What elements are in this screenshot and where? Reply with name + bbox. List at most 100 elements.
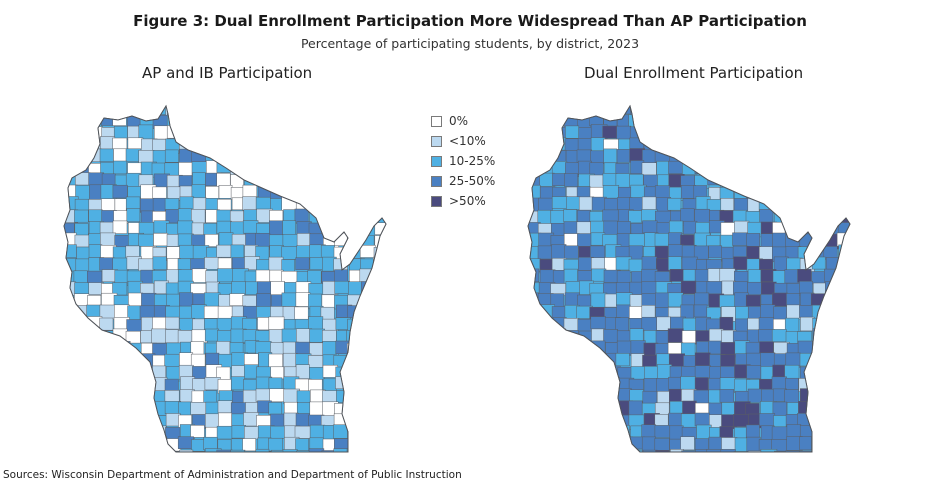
district [374, 174, 386, 189]
district [295, 292, 311, 307]
district [309, 342, 324, 356]
district [296, 113, 311, 127]
district [204, 448, 222, 452]
district [563, 233, 580, 248]
district [824, 199, 841, 213]
district [838, 378, 850, 393]
district [125, 426, 141, 440]
district [655, 450, 670, 452]
district [346, 125, 361, 139]
district [577, 402, 592, 418]
district [244, 151, 259, 165]
district [811, 137, 826, 153]
district [577, 436, 593, 452]
district [760, 174, 775, 190]
district [309, 424, 326, 439]
district [347, 353, 364, 368]
district [837, 305, 850, 319]
district [836, 414, 850, 430]
district [654, 233, 669, 247]
district [88, 244, 103, 258]
district [269, 220, 283, 236]
district [385, 197, 386, 211]
district [694, 438, 709, 452]
district [242, 125, 258, 140]
district [255, 196, 271, 211]
district [74, 106, 91, 115]
district [732, 232, 748, 246]
district [387, 389, 388, 401]
district [243, 450, 258, 452]
legend-label-2: 10-25% [449, 154, 496, 168]
district [564, 245, 579, 259]
district [126, 388, 142, 402]
district [387, 367, 388, 382]
district [101, 365, 118, 382]
district [682, 400, 697, 416]
district [722, 161, 738, 178]
district [154, 450, 169, 452]
district [708, 245, 723, 259]
district [360, 451, 375, 452]
district [823, 295, 840, 311]
de-map-title: Dual Enrollment Participation [584, 64, 804, 82]
district [360, 221, 377, 237]
district [589, 162, 604, 176]
district [642, 449, 658, 452]
district [708, 106, 724, 116]
district [797, 269, 812, 283]
legend-label-3: 25-50% [449, 174, 496, 188]
district [695, 113, 710, 129]
district [232, 149, 246, 164]
district [528, 106, 543, 118]
district [335, 174, 350, 188]
district [799, 149, 815, 165]
district [576, 149, 592, 163]
district [720, 366, 736, 380]
district [76, 389, 92, 405]
district [839, 172, 850, 187]
district [230, 449, 246, 452]
district [551, 426, 567, 440]
district [139, 412, 154, 427]
district [528, 413, 539, 426]
district [563, 355, 580, 369]
district [603, 389, 618, 402]
district [641, 162, 657, 177]
district [758, 317, 775, 332]
district [528, 124, 543, 138]
district [372, 449, 386, 452]
district [823, 366, 840, 382]
district [361, 438, 377, 452]
district [758, 413, 776, 427]
district [242, 438, 256, 452]
district [296, 245, 312, 259]
district [746, 365, 762, 379]
district [308, 316, 324, 330]
district [825, 186, 840, 203]
district [706, 449, 723, 452]
district [747, 269, 763, 284]
district [112, 378, 127, 392]
district [100, 376, 115, 390]
district [112, 282, 128, 296]
district [564, 364, 580, 379]
district [786, 114, 801, 128]
district [64, 150, 79, 165]
district [539, 318, 556, 332]
district [359, 151, 374, 167]
district [839, 268, 850, 283]
district [813, 342, 827, 357]
district [64, 317, 78, 331]
district [576, 414, 591, 430]
district [680, 280, 697, 295]
district [242, 184, 258, 198]
district [551, 196, 568, 209]
district [216, 317, 233, 332]
district [617, 106, 632, 115]
district [323, 198, 340, 214]
district [797, 196, 812, 213]
district [218, 412, 232, 429]
district [360, 424, 377, 439]
district [152, 256, 167, 270]
